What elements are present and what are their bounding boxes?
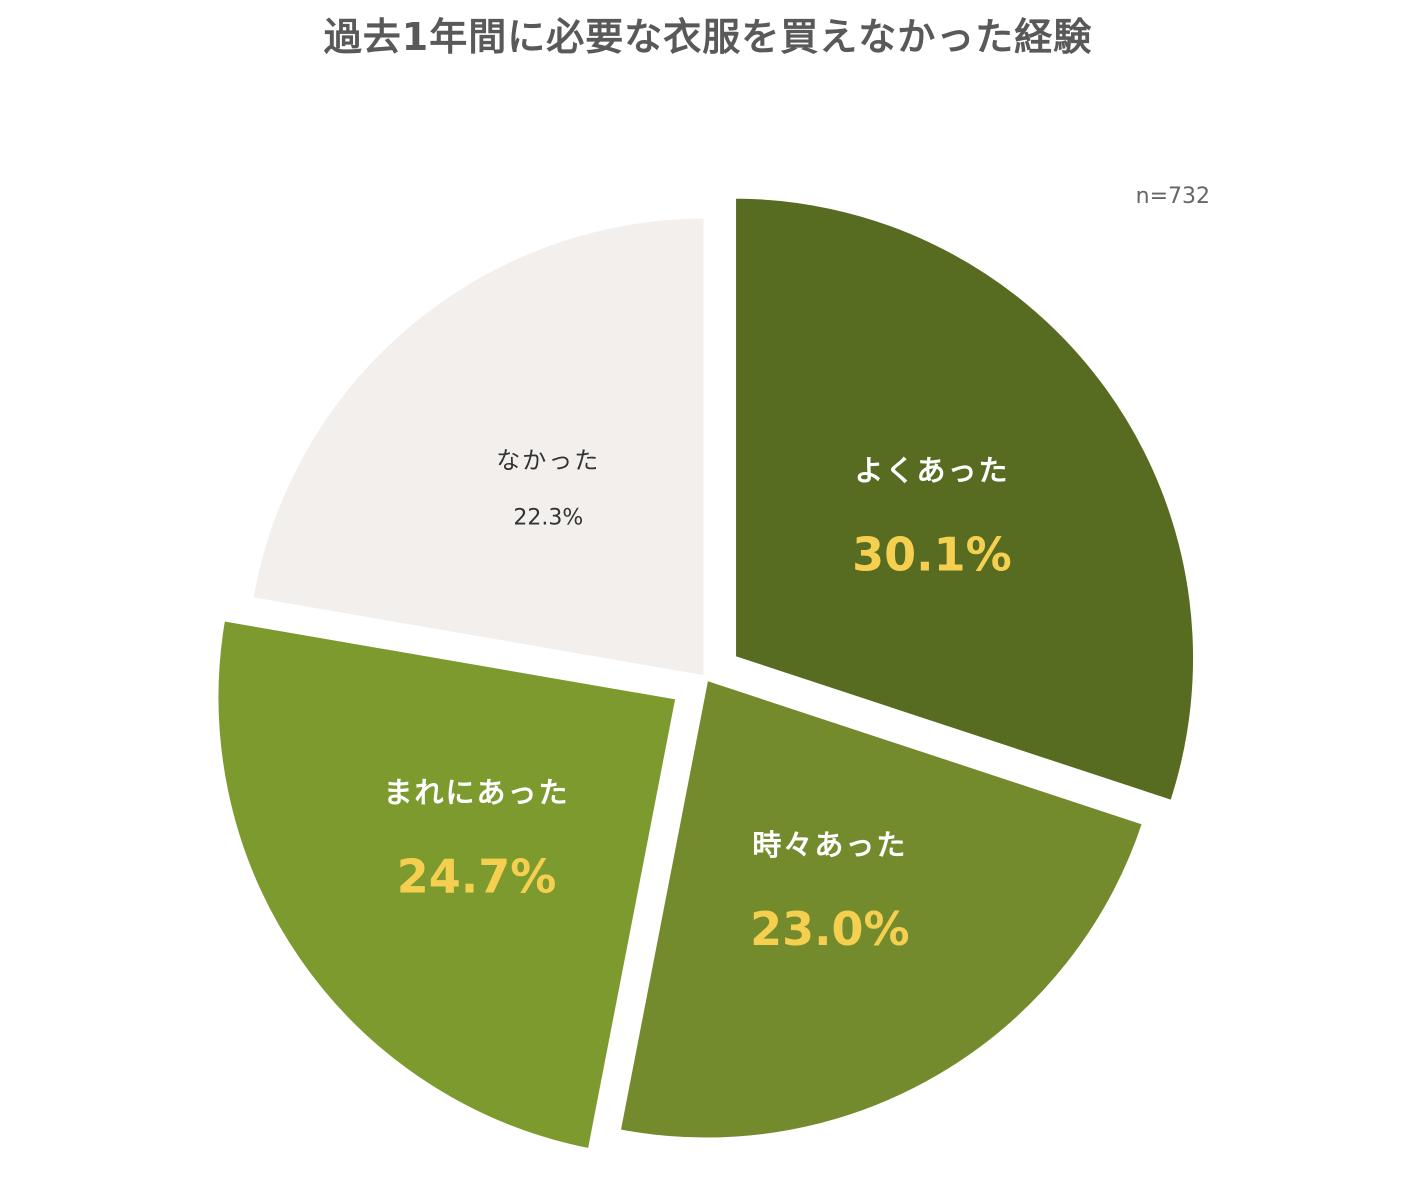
pie-slice-2-label: 時々あった (752, 828, 907, 862)
pie-slice-2-value: 23.0% (750, 902, 910, 956)
pie-slice-4 (248, 213, 709, 681)
sample-size-note: n=732 (1135, 184, 1210, 209)
pie-slice-2 (615, 675, 1148, 1143)
pie-slice-3-value: 24.7% (397, 849, 557, 903)
pie-slice-1 (731, 193, 1199, 806)
pie-labels: よくあった 30.1% 時々あった 23.0% まれにあった 24.7% なかった 22.3% (383, 447, 1011, 957)
pie-slice-1-value: 30.1% (852, 528, 1012, 582)
pie-slice-3 (213, 616, 681, 1154)
pie-slice-4-label: なかった (496, 447, 600, 475)
chart-title: 過去1年間に必要な衣服を買えなかった経験 (323, 15, 1093, 59)
pie-slices (213, 193, 1199, 1154)
pie-slice-4-value: 22.3% (513, 506, 583, 531)
pie-slice-1-label: よくあった (854, 454, 1009, 488)
pie-slice-3-label: まれにあった (383, 775, 569, 809)
